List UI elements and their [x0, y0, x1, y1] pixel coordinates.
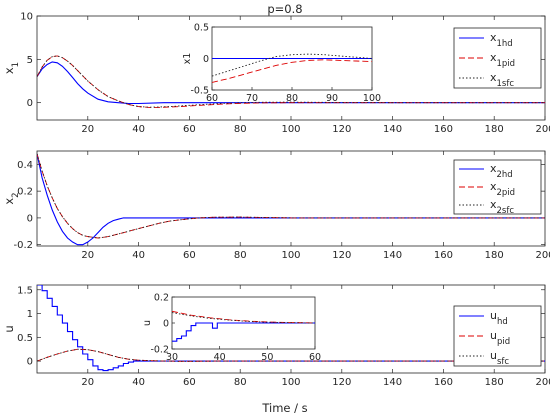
inset-y-tick-label: 0.5 [194, 23, 209, 34]
x-tick-label: 60 [183, 250, 196, 261]
series-line-hd [37, 153, 545, 246]
inset-x-tick-label: 70 [246, 93, 258, 104]
inset-x-tick-label: 80 [286, 93, 298, 104]
x-tick-label: 140 [383, 250, 402, 261]
inset-series-line-sfc [172, 312, 315, 324]
inset-y-label: u [142, 320, 153, 326]
inset-x-tick-label: 50 [261, 352, 273, 363]
series-line-hd [37, 61, 545, 105]
y-axis-label: u [2, 325, 16, 332]
panel-3: 20 40 60 80 100 120 140 160 180 200 0 0.5 1 1.5 u 30 40 5… [2, 284, 550, 388]
inset-x-tick-label: 30 [166, 352, 178, 363]
x-tick-label: 40 [132, 250, 145, 261]
x-tick-label: 200 [535, 377, 550, 388]
x-axis-label: Time / s [261, 401, 307, 415]
y-tick-label: 0.5 [17, 333, 33, 344]
inset-y-tick-label: 0.2 [154, 293, 169, 304]
inset-y-label: x1 [182, 53, 193, 65]
x-tick-label: 120 [332, 377, 351, 388]
x-tick-label: 80 [234, 377, 247, 388]
inset-y-tick-label: 0 [203, 54, 209, 65]
panel-2: 20 40 60 80 100 120 140 160 180 200 -0.2 0 0.2 0.4 x2 x… [2, 150, 550, 261]
series-line-pid [37, 153, 545, 239]
y-tick-label: 0 [27, 98, 33, 109]
inset-x-tick-label: 60 [206, 93, 218, 104]
x-tick-label: 100 [281, 250, 300, 261]
inset-y-tick-label: -0.2 [150, 345, 169, 356]
legend-label-sfc: x1sfc [490, 71, 514, 89]
inset-series-line-pid [172, 310, 315, 324]
x-tick-label: 180 [485, 377, 504, 388]
x-tick-label: 100 [281, 124, 300, 135]
x-tick-label: 80 [234, 250, 247, 261]
x-tick-label: 20 [81, 250, 94, 261]
inset-series-line-hd [172, 322, 315, 342]
inset-x-tick-label: 100 [363, 93, 381, 104]
y-tick-label: 1 [27, 309, 33, 320]
series-line-sfc [37, 55, 545, 108]
x-tick-label: 180 [485, 250, 504, 261]
legend: uhd upid usfc [453, 305, 542, 367]
y-tick-label: -0.2 [13, 240, 33, 251]
inset-series-line-pid [212, 59, 372, 83]
legend: x1hd x1pid x1sfc [453, 27, 542, 89]
x-tick-label: 160 [434, 250, 453, 261]
x-tick-label: 120 [332, 250, 351, 261]
chart-title: p=0.8 [267, 2, 302, 16]
inset-plot: 30 40 50 60 -0.2 0 0.2 u [142, 293, 321, 364]
y-tick-label: 0.2 [17, 187, 33, 198]
x-tick-label: 140 [383, 124, 402, 135]
x-tick-label: 200 [535, 250, 550, 261]
x-tick-label: 180 [485, 124, 504, 135]
legend-label-pid: x2pid [490, 180, 515, 198]
legend-label-hd: x2hd [490, 162, 513, 180]
x-tick-label: 200 [535, 124, 550, 135]
y-axis-label: x1 [2, 62, 21, 74]
inset-plot: 60 70 80 90 100 -0.5 0 0.5 x1 [182, 23, 381, 105]
inset-x-tick-label: 90 [326, 93, 338, 104]
y-tick-label: 1.5 [17, 285, 33, 296]
y-tick-label: 0 [27, 357, 33, 368]
x-tick-label: 160 [434, 377, 453, 388]
x-tick-label: 40 [132, 377, 145, 388]
x-tick-label: 20 [81, 124, 94, 135]
y-tick-label: 10 [20, 12, 33, 23]
x-tick-label: 80 [234, 124, 247, 135]
y-tick-label: 0.4 [17, 160, 33, 171]
series-line-pid [37, 55, 545, 108]
x-tick-label: 60 [183, 124, 196, 135]
series-line-sfc [37, 348, 545, 362]
y-tick-label: 5 [27, 55, 33, 66]
series-line-hd [37, 285, 545, 372]
legend-label-sfc: usfc [490, 349, 509, 367]
legend-label-hd: x1hd [490, 31, 513, 49]
legend-label-pid: upid [490, 329, 510, 347]
x-tick-label: 40 [132, 124, 145, 135]
x-tick-label: 140 [383, 377, 402, 388]
inset-y-tick-label: 0 [163, 319, 169, 330]
legend-label-pid: x1pid [490, 51, 515, 69]
inset-x-tick-label: 60 [309, 352, 321, 363]
legend-label-sfc: x2sfc [490, 198, 514, 216]
x-tick-label: 60 [183, 377, 196, 388]
inset-y-tick-label: -0.5 [190, 86, 209, 97]
x-tick-label: 20 [81, 377, 94, 388]
y-tick-label: 0 [27, 213, 33, 224]
panel-1: 20 40 60 80 100 120 140 160 180 200 0 5 10 x1 60 70 80 90… [2, 12, 550, 136]
x-tick-label: 100 [281, 377, 300, 388]
inset-x-tick-label: 40 [214, 352, 226, 363]
x-tick-label: 120 [332, 124, 351, 135]
legend-label-hd: uhd [490, 309, 508, 327]
x-tick-label: 160 [434, 124, 453, 135]
y-axis-label: x2 [2, 192, 21, 204]
